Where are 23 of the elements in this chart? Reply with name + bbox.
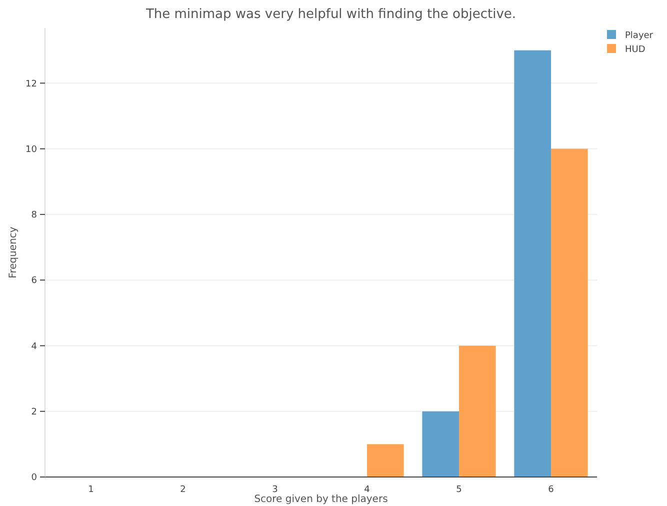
y-tick-label: 0: [31, 473, 38, 484]
legend-label: HUD: [625, 45, 646, 56]
x-tick-label: 6: [548, 485, 554, 496]
y-tick-label: 10: [26, 144, 38, 155]
x-tick-label: 3: [272, 485, 278, 496]
x-tick-label: 1: [88, 485, 94, 496]
y-tick-label: 8: [31, 210, 38, 221]
y-tick-label: 4: [31, 342, 38, 352]
bar: [551, 148, 588, 477]
y-axis-title: Frequency: [8, 226, 19, 278]
bar: [422, 411, 459, 477]
x-tick-label: 2: [180, 485, 186, 496]
bar: [459, 346, 496, 477]
y-tick-label: 6: [31, 276, 38, 286]
bar: [514, 50, 551, 477]
legend-label: Player: [625, 31, 654, 42]
x-tick-label: 4: [364, 485, 370, 496]
bar: [367, 444, 404, 477]
x-axis-title: Score given by the players: [254, 494, 388, 505]
chart-title: The minimap was very helpful with finding the objective.: [144, 7, 516, 22]
y-tick-label: 12: [26, 79, 37, 90]
y-tick-label: 2: [31, 408, 37, 418]
x-tick-label: 5: [456, 485, 462, 496]
